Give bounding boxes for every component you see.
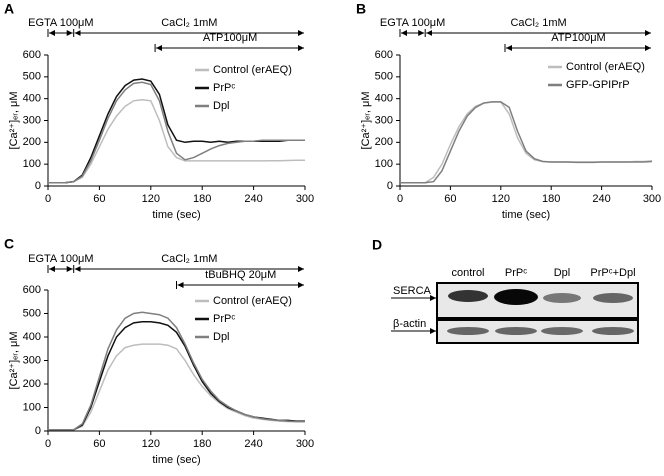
legend-label: Dpl <box>213 331 230 343</box>
stimulus-label: EGTA 100μM <box>380 17 445 29</box>
lane-label: control <box>451 267 484 279</box>
legend-label: PrPᶜ <box>213 82 235 94</box>
y-tick-label: 600 <box>23 284 41 296</box>
x-tick-label: 240 <box>592 193 610 205</box>
y-tick-label: 0 <box>35 425 41 437</box>
y-tick-label: 0 <box>387 180 393 192</box>
band <box>494 289 538 305</box>
y-tick-label: 400 <box>23 331 41 343</box>
panel-label: B <box>356 1 366 17</box>
x-tick-label: 60 <box>444 193 456 205</box>
stimulus-label: CaCl₂ 1mM <box>510 17 566 29</box>
y-tick-label: 200 <box>23 378 41 390</box>
y-axis-label: [Ca²⁺]ₑᵣ, μM <box>8 92 20 150</box>
band <box>593 293 633 303</box>
blot-panel: D control PrPᶜ Dpl PrPᶜ+Dpl SERCA β-acti… <box>372 237 639 344</box>
legend-label: PrPᶜ <box>213 313 235 325</box>
x-tick-label: 300 <box>296 193 314 205</box>
data-line <box>48 78 305 184</box>
legend-label: Control (erAEQ) <box>213 295 292 307</box>
legend-label: Dpl <box>213 100 230 112</box>
blot-box <box>436 319 639 344</box>
x-axis-label: time (sec) <box>152 209 200 221</box>
x-axis-label: time (sec) <box>502 209 550 221</box>
stimulus-label: ATP100μM <box>203 32 257 44</box>
band <box>448 290 488 302</box>
y-tick-label: 500 <box>23 307 41 319</box>
x-tick-label: 180 <box>542 193 560 205</box>
band <box>541 327 583 335</box>
lane-label: PrPᶜ+Dpl <box>590 267 635 279</box>
panel-label: C <box>4 236 14 252</box>
y-axis-label: [Ca²⁺]ₑᵣ, μM <box>360 92 372 150</box>
row-label: β-actin <box>393 318 426 330</box>
band <box>447 327 489 335</box>
y-tick-label: 100 <box>375 158 393 170</box>
lane-label: PrPᶜ <box>505 267 527 279</box>
stimulus-label: EGTA 100μM <box>28 253 93 265</box>
x-tick-label: 0 <box>45 438 51 450</box>
band <box>543 293 581 303</box>
panel-label: D <box>372 237 382 253</box>
x-tick-label: 60 <box>93 193 105 205</box>
x-tick-label: 180 <box>193 438 211 450</box>
y-tick-label: 0 <box>35 180 41 192</box>
y-tick-label: 200 <box>23 136 41 148</box>
stimulus-label: ATP100μM <box>551 32 605 44</box>
x-tick-label: 240 <box>244 193 262 205</box>
x-tick-label: 120 <box>142 193 160 205</box>
y-tick-label: 100 <box>23 401 41 413</box>
stimulus-label: tBuBHQ 20μM <box>205 269 276 281</box>
x-tick-label: 300 <box>643 193 661 205</box>
stimulus-label: CaCl₂ 1mM <box>161 17 217 29</box>
y-tick-label: 500 <box>375 71 393 83</box>
y-tick-label: 300 <box>23 114 41 126</box>
y-tick-label: 400 <box>375 93 393 105</box>
lane-label: Dpl <box>554 267 571 279</box>
x-tick-label: 60 <box>93 438 105 450</box>
band <box>592 327 634 335</box>
y-tick-label: 600 <box>375 49 393 61</box>
legend-label: Control (erAEQ) <box>213 64 292 76</box>
data-line <box>48 311 305 431</box>
data-line <box>48 99 305 184</box>
y-axis-label: [Ca²⁺]ₑᵣ, μM <box>8 332 20 390</box>
x-tick-label: 120 <box>142 438 160 450</box>
x-tick-label: 180 <box>193 193 211 205</box>
x-tick-label: 300 <box>296 438 314 450</box>
x-tick-label: 240 <box>244 438 262 450</box>
row-label: SERCA <box>393 285 432 297</box>
y-tick-label: 100 <box>23 158 41 170</box>
legend-label: GFP-GPIPrP <box>566 79 630 91</box>
y-tick-label: 500 <box>23 71 41 83</box>
data-line <box>48 81 305 184</box>
y-tick-label: 300 <box>23 354 41 366</box>
x-tick-label: 0 <box>397 193 403 205</box>
band <box>495 327 537 335</box>
y-tick-label: 600 <box>23 49 41 61</box>
x-tick-label: 0 <box>45 193 51 205</box>
x-axis-label: time (sec) <box>152 454 200 466</box>
y-tick-label: 200 <box>375 136 393 148</box>
stimulus-label: EGTA 100μM <box>28 17 93 29</box>
data-line <box>400 101 653 184</box>
y-tick-label: 400 <box>23 93 41 105</box>
stimulus-label: CaCl₂ 1mM <box>161 253 217 265</box>
y-tick-label: 300 <box>375 114 393 126</box>
legend-label: Control (erAEQ) <box>566 61 645 73</box>
data-line <box>400 101 653 184</box>
x-tick-label: 120 <box>492 193 510 205</box>
panel-label: A <box>4 1 14 17</box>
